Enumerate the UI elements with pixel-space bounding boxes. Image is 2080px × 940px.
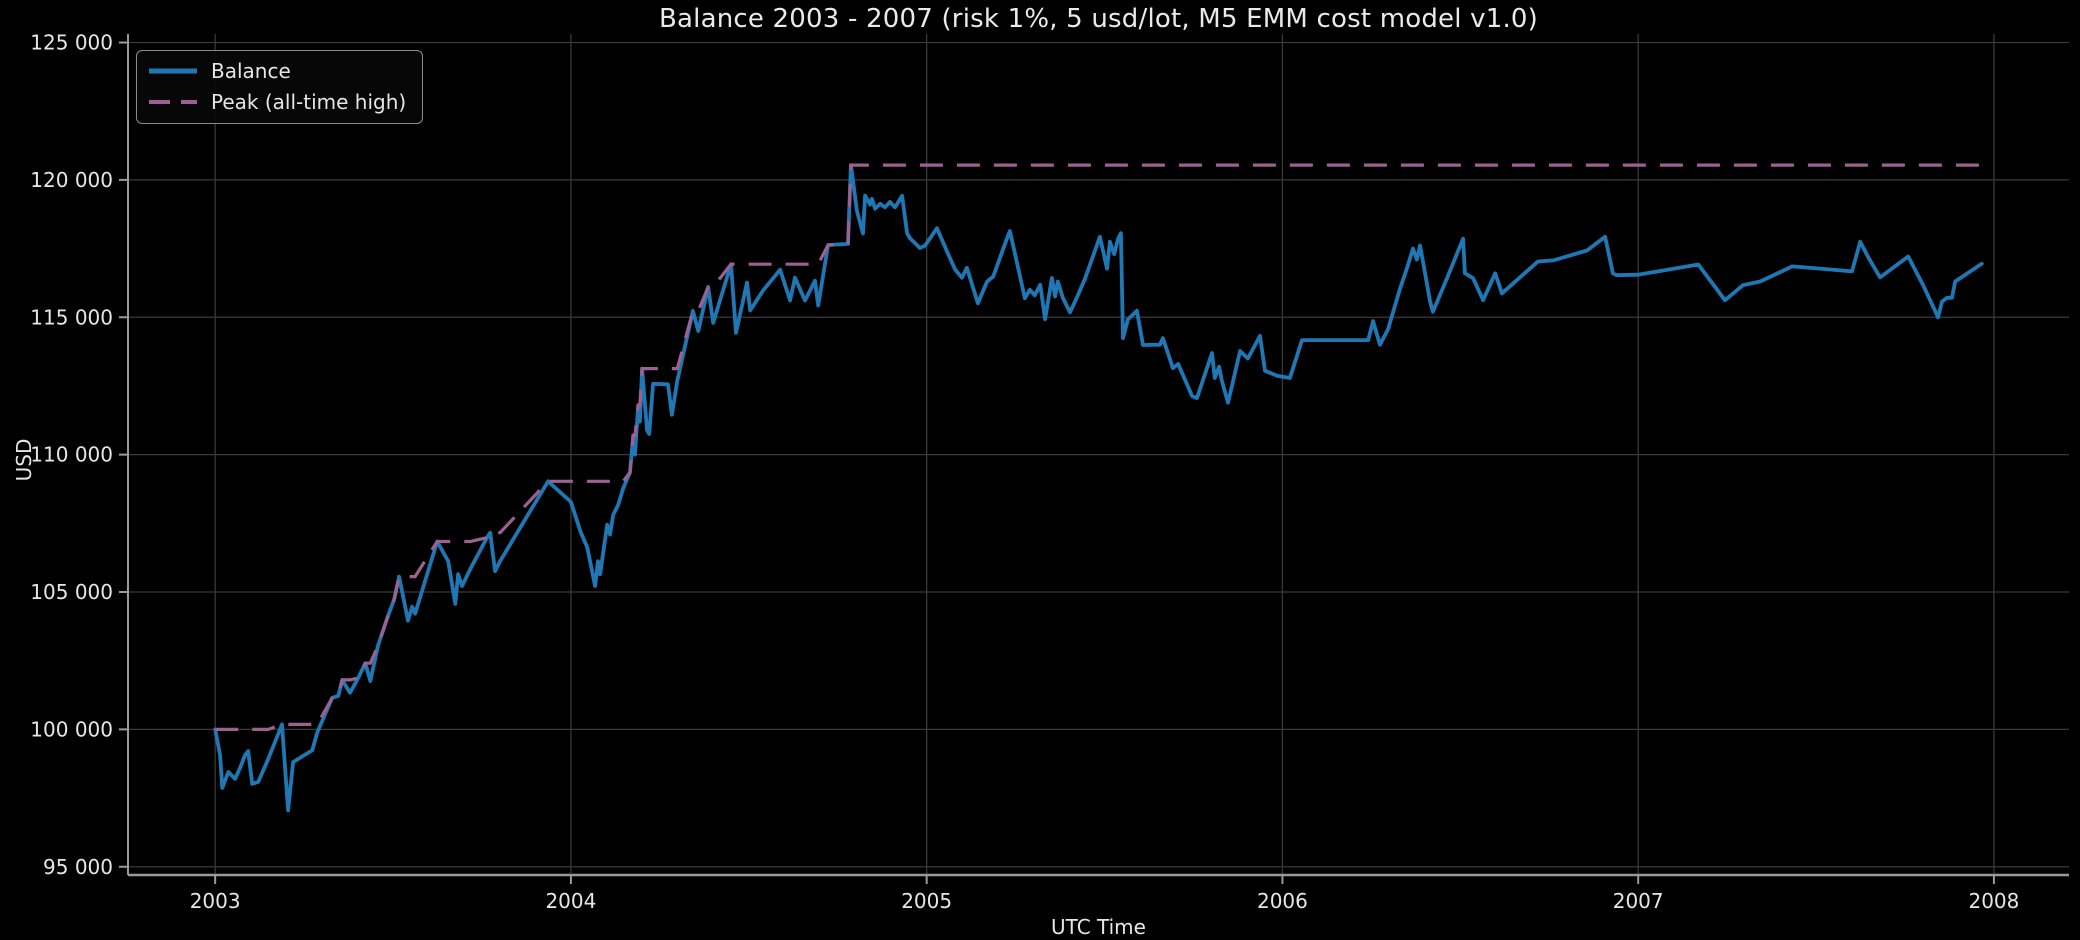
x-tick-label: 2006 [1257, 889, 1308, 913]
y-tick-label: 95 000 [43, 855, 113, 879]
legend-label-balance: Balance [211, 59, 291, 83]
y-axis-label: USD [12, 438, 36, 482]
x-axis-label: UTC Time [1051, 915, 1146, 939]
chart-title: Balance 2003 - 2007 (risk 1%, 5 usd/lot,… [658, 4, 1539, 34]
x-tick-label: 2005 [901, 889, 952, 913]
y-tick-label: 115 000 [30, 305, 113, 329]
peak-line [215, 163, 1982, 732]
legend: Balance Peak (all-time high) [136, 50, 424, 124]
y-tick-label: 100 000 [30, 717, 113, 741]
balance-line-swatch [149, 68, 197, 74]
x-tick-label: 2003 [190, 889, 241, 913]
x-tick-label: 2004 [545, 889, 596, 913]
legend-label-peak: Peak (all-time high) [211, 90, 407, 114]
peak-line-swatch [149, 100, 197, 104]
y-tick-label: 105 000 [30, 580, 113, 604]
y-tick-label: 110 000 [30, 443, 113, 467]
y-tick-label: 125 000 [30, 31, 113, 55]
x-tick-label: 2008 [1968, 889, 2019, 913]
legend-item-peak: Peak (all-time high) [149, 90, 406, 114]
balance-line [213, 163, 1984, 813]
legend-item-balance: Balance [149, 59, 406, 83]
y-tick-label: 120 000 [30, 168, 113, 192]
x-tick-label: 2007 [1613, 889, 1664, 913]
